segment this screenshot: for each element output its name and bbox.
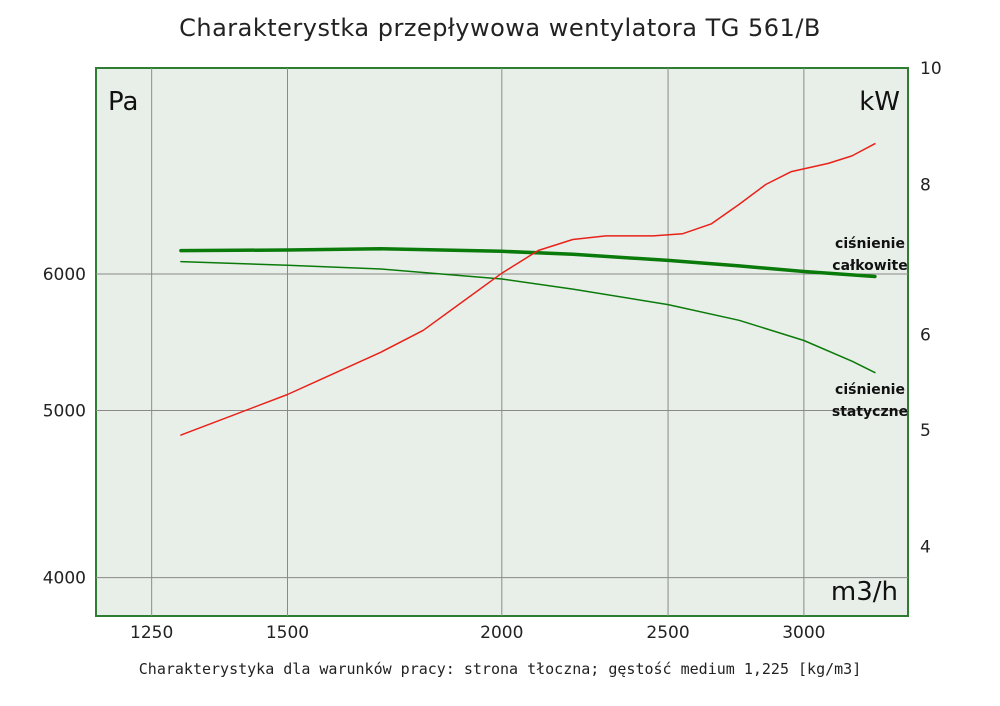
y2-tick-label: 10 bbox=[920, 59, 942, 79]
y2-axis-unit: kW bbox=[859, 87, 900, 117]
x-tick-label: 2500 bbox=[646, 623, 689, 643]
y2-tick-label: 4 bbox=[920, 537, 931, 557]
chart-subtitle: Charakterystyka dla warunków pracy: stro… bbox=[138, 660, 862, 678]
grid-horizontal bbox=[96, 273, 908, 579]
y-tick-labels: 4000 5000 6000 bbox=[43, 265, 86, 589]
x-tick-label: 1500 bbox=[266, 623, 309, 643]
label-cisnienie-statyczne-line: statyczne bbox=[832, 404, 908, 420]
label-cisnienie-calkowite-line: całkowite bbox=[832, 258, 907, 274]
y2-tick-label: 5 bbox=[920, 421, 931, 441]
x-tick-label: 1250 bbox=[130, 623, 173, 643]
label-cisnienie-statyczne: ciśnienie statyczne bbox=[832, 382, 908, 420]
x-tick-label: 2000 bbox=[480, 623, 523, 643]
chart-title: Charakterystka przepływowa wentylatora T… bbox=[179, 14, 821, 42]
y-tick-label: 4000 bbox=[43, 569, 86, 589]
series-line-moc bbox=[180, 142, 876, 436]
y-tick-label: 5000 bbox=[43, 402, 86, 422]
x-axis-unit: m3/h bbox=[831, 577, 898, 607]
label-cisnienie-calkowite-line: ciśnienie bbox=[835, 236, 905, 252]
series-line-cisnienie-calkowite bbox=[179, 247, 877, 279]
y2-tick-label: 6 bbox=[920, 326, 931, 346]
y2-tick-label: 8 bbox=[920, 175, 931, 195]
series-labels: ciśnienie całkowite ciśnienie statyczne bbox=[832, 236, 908, 420]
y-axis-unit: Pa bbox=[108, 87, 138, 117]
label-cisnienie-statyczne-line: ciśnienie bbox=[835, 382, 905, 398]
series-layer bbox=[179, 142, 877, 436]
y-tick-label: 6000 bbox=[43, 265, 86, 285]
x-tick-label: 3000 bbox=[782, 623, 825, 643]
x-tick-labels: 1250 1500 2000 2500 3000 bbox=[130, 623, 825, 643]
label-cisnienie-calkowite: ciśnienie całkowite bbox=[832, 236, 907, 274]
grid-vertical bbox=[151, 68, 805, 616]
series-line-cisnienie-statyczne bbox=[180, 260, 876, 374]
y2-tick-labels: 4 5 6 8 10 bbox=[920, 59, 942, 557]
